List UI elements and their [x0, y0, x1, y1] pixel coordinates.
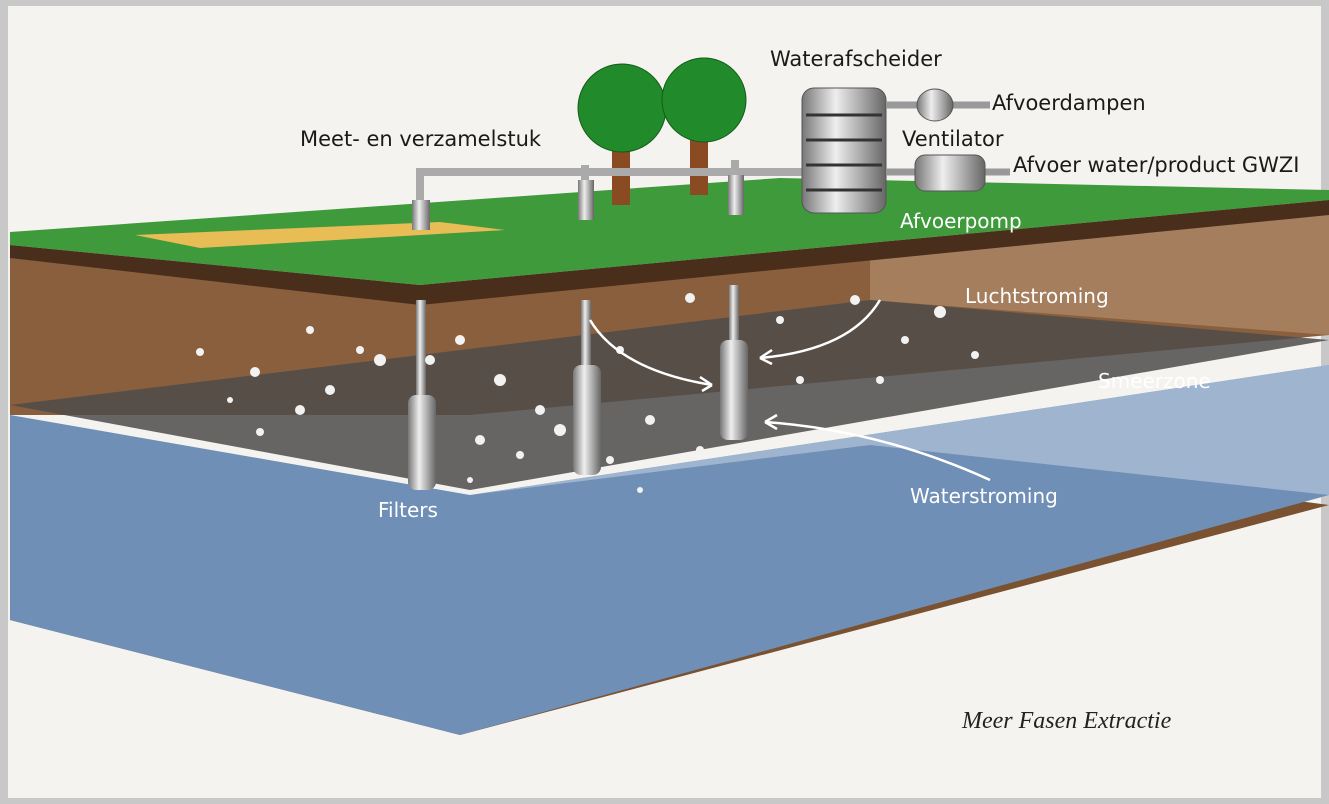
label: Waterafscheider	[770, 47, 942, 71]
vapour-unit	[917, 89, 953, 121]
label: Afvoerdampen	[992, 91, 1146, 115]
label: Smeerzone	[1098, 369, 1211, 393]
label: Ventilator	[902, 127, 1004, 151]
water-separator	[802, 88, 886, 213]
diagram: Waterafscheider Afvoerdampen Ventilator …	[0, 0, 1329, 804]
tree-crown	[662, 58, 746, 142]
pump	[915, 155, 985, 191]
label: Afvoer water/product GWZI	[1013, 153, 1299, 177]
label: Filters	[378, 498, 438, 522]
label: Afvoerpomp	[900, 209, 1022, 233]
tree-crown	[578, 64, 666, 152]
label: Meet- en verzamelstuk	[300, 127, 542, 151]
label: Luchtstroming	[965, 284, 1109, 308]
caption: Meer Fasen Extractie	[961, 708, 1172, 734]
label: Waterstroming	[910, 484, 1058, 508]
